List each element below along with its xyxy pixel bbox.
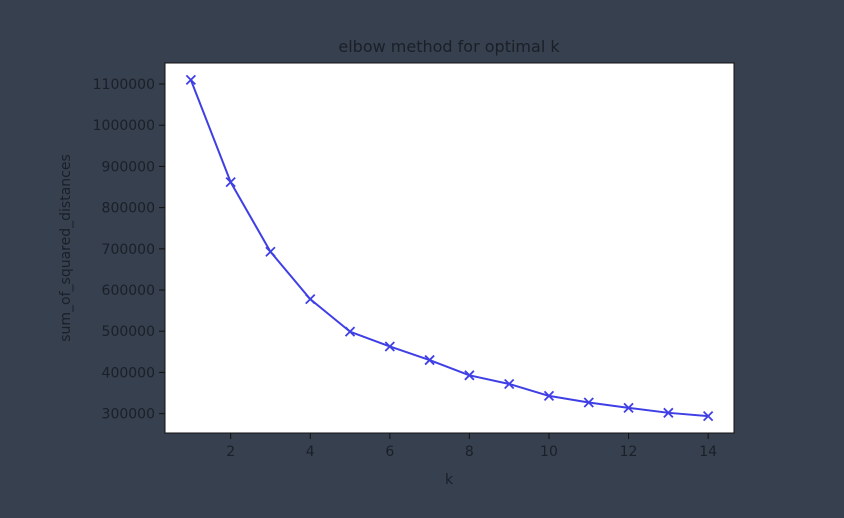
data-point-marker (225, 176, 236, 188)
y-tick-label: 1100000 (93, 77, 155, 93)
x-marker-stroke (583, 397, 594, 408)
x-marker-stroke (623, 402, 634, 414)
y-tick-label: 400000 (102, 365, 155, 381)
x-marker-stroke (663, 407, 674, 418)
y-tick-label: 500000 (102, 324, 155, 340)
chart-title: elbow method for optimal k (338, 37, 560, 56)
x-marker-stroke (424, 354, 435, 366)
x-marker-stroke (305, 293, 316, 305)
y-tick-label: 600000 (102, 283, 155, 299)
data-point-marker (424, 354, 435, 366)
data-point-marker (305, 293, 316, 305)
x-tick-label: 12 (620, 444, 638, 460)
x-marker-stroke (225, 176, 236, 188)
data-point-marker (344, 326, 356, 337)
x-marker-stroke (265, 246, 276, 257)
y-tick-label: 800000 (102, 201, 155, 217)
x-axis: 2 4 6 8 10 12 14 (226, 433, 717, 460)
elbow-series-line (189, 78, 710, 418)
data-point-marker (583, 397, 594, 408)
data-point-marker (543, 390, 555, 402)
x-axis-label: k (445, 472, 454, 488)
x-marker-stroke (344, 326, 356, 337)
y-axis: 300000 400000 500000 600000 700000 800000 9000… (93, 77, 165, 423)
plot-background (165, 63, 734, 433)
x-marker-stroke (464, 370, 475, 381)
x-marker-stroke (504, 378, 515, 390)
x-marker-stroke (384, 341, 395, 352)
x-tick-label: 6 (385, 444, 394, 460)
y-tick-label: 300000 (102, 407, 155, 423)
x-tick-label: 2 (226, 444, 235, 460)
data-point-marker (504, 378, 515, 390)
x-tick-label: 14 (699, 444, 717, 460)
data-point-marker (384, 341, 395, 352)
data-point-marker (185, 74, 197, 86)
x-marker-stroke (543, 390, 555, 402)
data-point-marker (702, 410, 714, 422)
x-tick-label: 10 (540, 444, 558, 460)
y-tick-label: 1000000 (93, 118, 155, 134)
x-marker-stroke (702, 410, 714, 422)
y-axis-label: sum_of_squared_distances (58, 154, 74, 342)
data-point-marker (265, 246, 276, 257)
plot-frame (164, 62, 735, 434)
data-point-marker (623, 402, 634, 414)
data-point-marker (663, 407, 674, 418)
x-tick-label: 4 (306, 444, 315, 460)
data-point-marker (464, 370, 475, 381)
series-layer (185, 74, 714, 422)
y-tick-label: 900000 (102, 159, 155, 175)
x-tick-label: 8 (465, 444, 474, 460)
x-marker-stroke (185, 74, 197, 86)
y-tick-label: 700000 (102, 242, 155, 258)
